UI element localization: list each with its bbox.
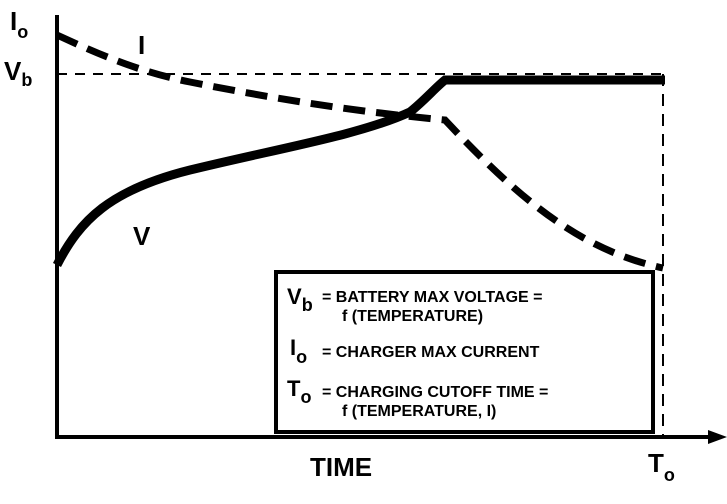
vb-axis-label: Vb [4,56,32,90]
legend-symbol: Vb [287,284,313,315]
to-axis-label: To [648,448,675,485]
x-axis-arrow [708,430,727,444]
current-curve [55,31,664,272]
legend-text: = CHARGER MAX CURRENT [322,344,540,361]
current-curve-label: I [138,30,145,60]
legend-symbol: Io [290,335,307,367]
legend-text: = CHARGING CUTOFF TIME = [322,384,548,401]
io-axis-label: Io [10,6,28,42]
x-axis-label: TIME [310,452,372,482]
voltage-curve-label: V [133,221,151,251]
legend-text: = BATTERY MAX VOLTAGE = [322,289,542,306]
voltage-curve [52,75,665,268]
legend-text: f (TEMPERATURE, I) [342,403,496,420]
legend-symbol: To [287,376,311,407]
legend-box [274,270,655,434]
legend-text: f (TEMPERATURE) [342,308,483,325]
